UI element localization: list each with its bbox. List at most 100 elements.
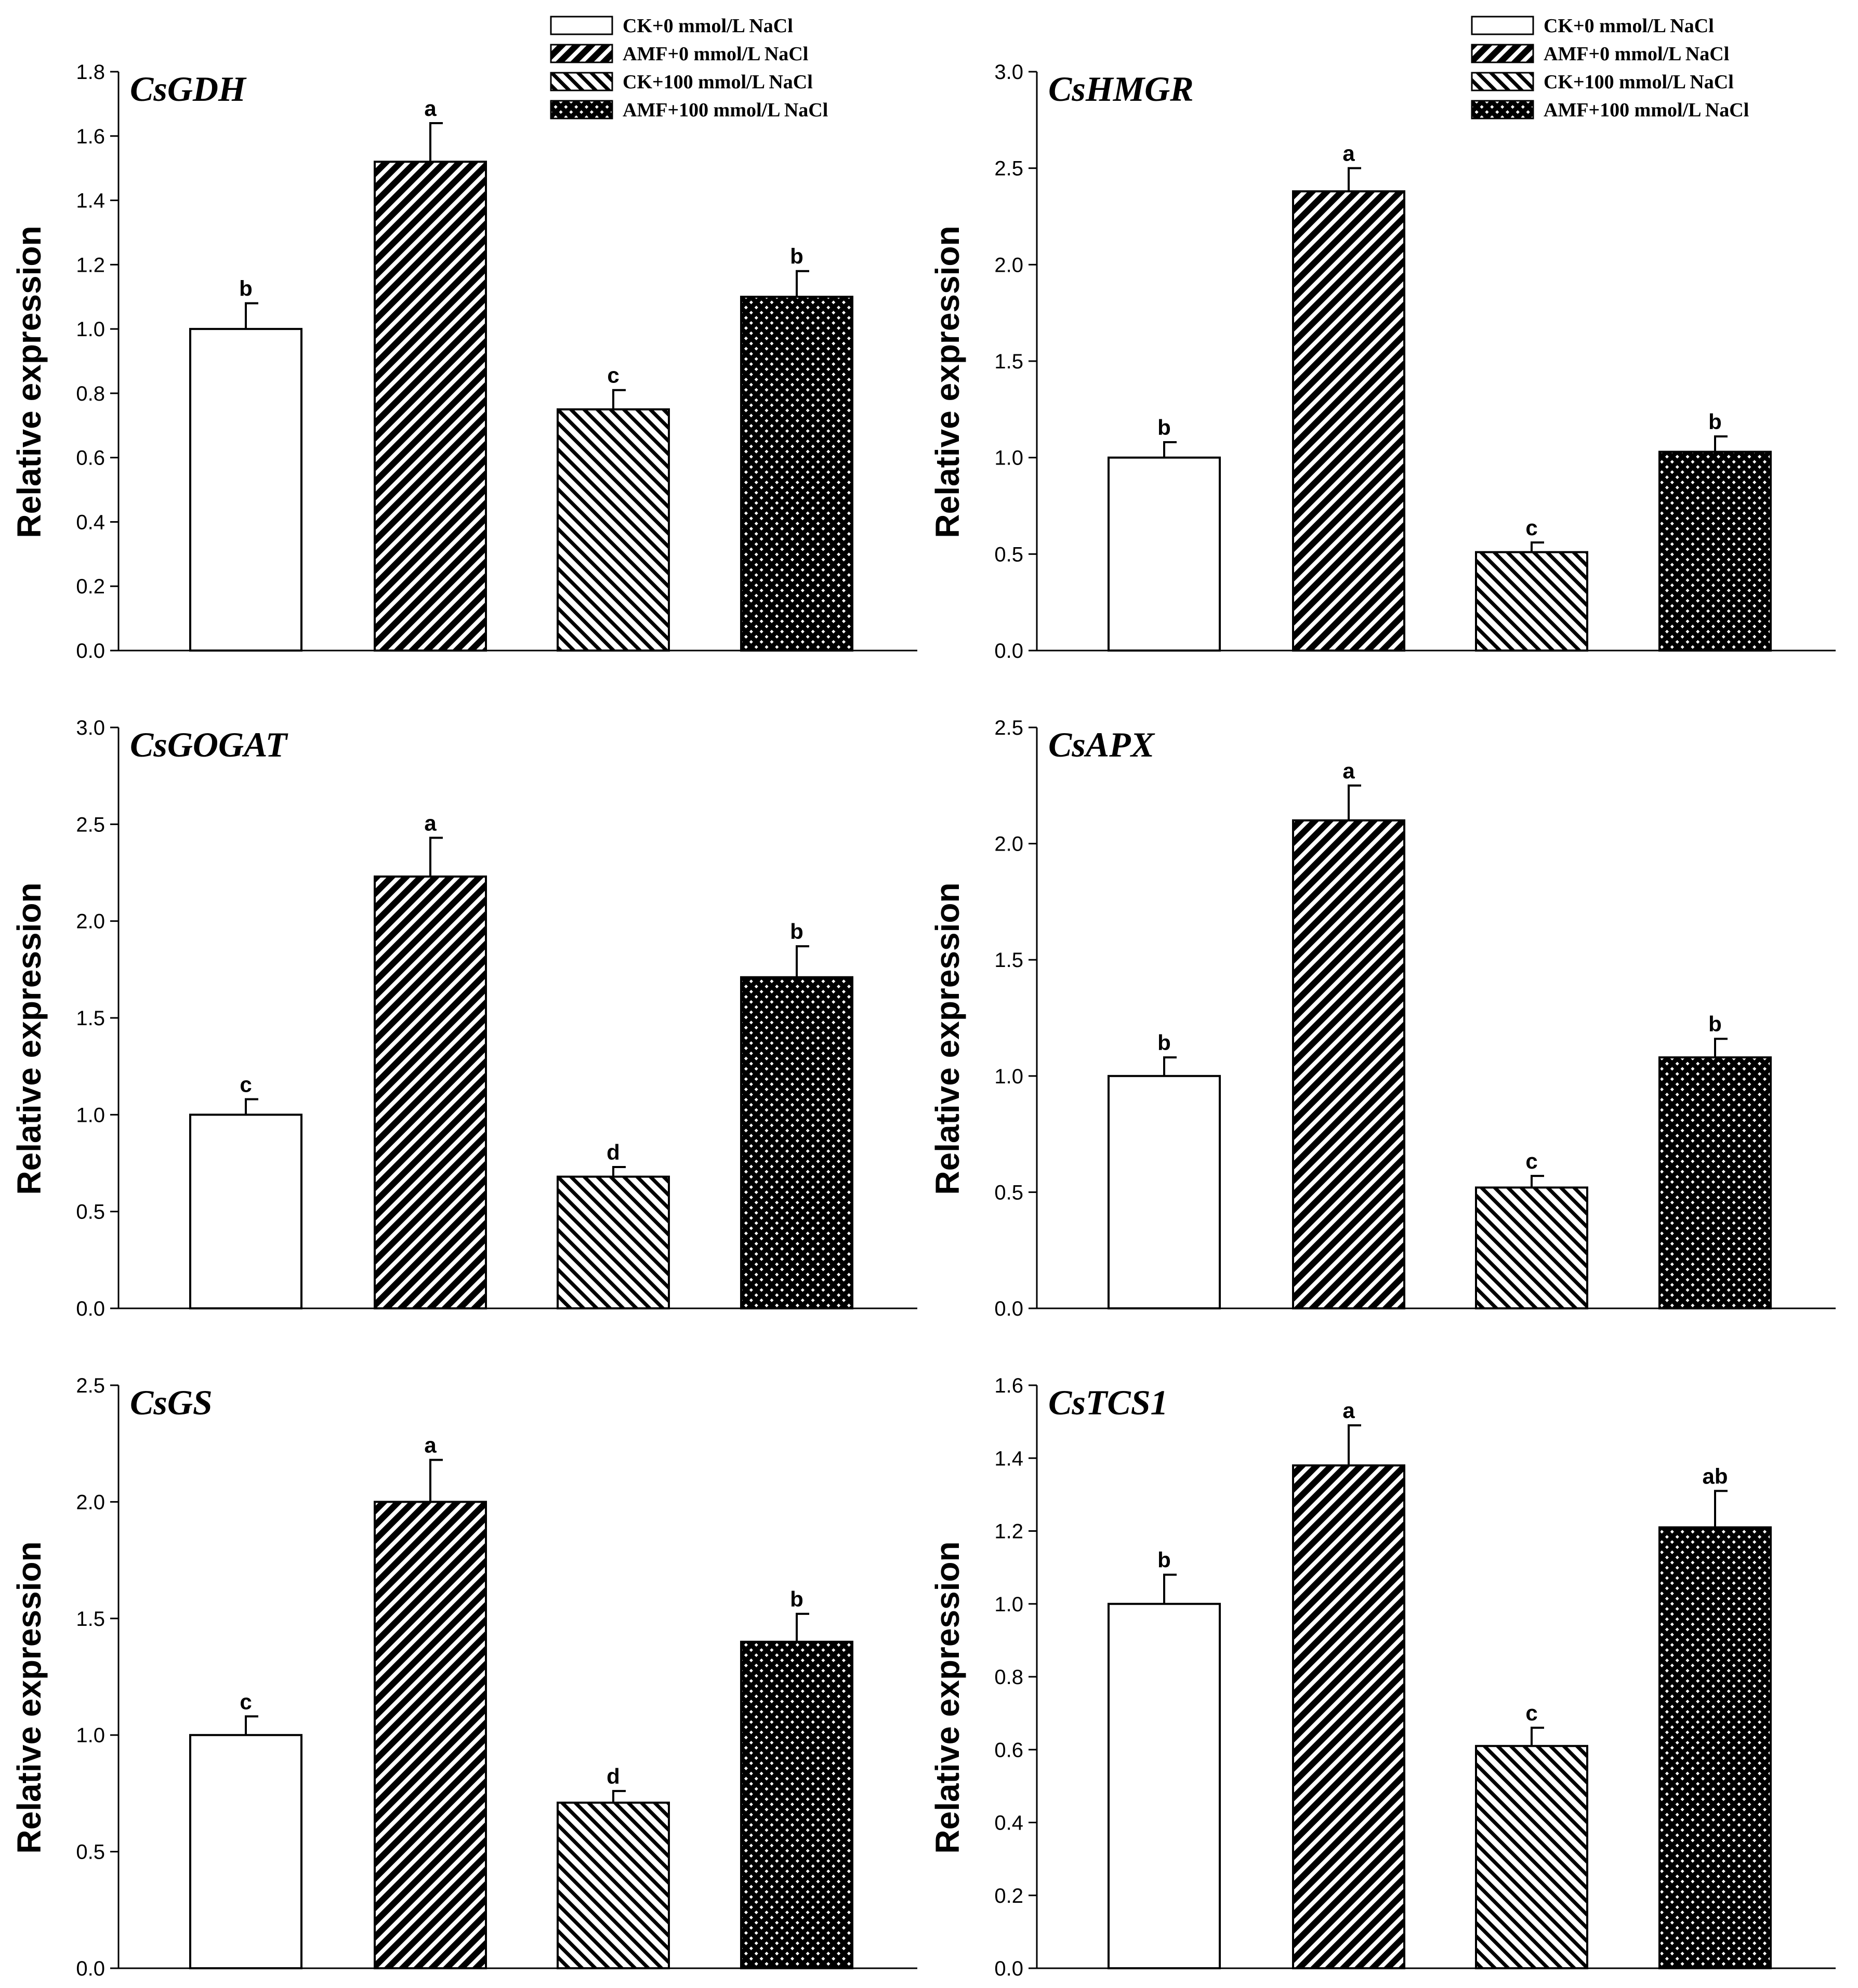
legend-2-item-1: AMF+0 mmol/L NaCl	[1471, 43, 1729, 65]
panel-5-bar-1	[374, 1501, 487, 1969]
panel-1-title: CsGDH	[130, 69, 247, 109]
panel-1-tick-label-6: 1.2	[76, 254, 105, 276]
panel-3-tick-label-5: 2.5	[76, 813, 105, 836]
panel-4-tick-label-0: 0.0	[994, 1297, 1023, 1320]
panel-4-bar-3	[1658, 1056, 1772, 1310]
panel-3-tick-label-6: 3.0	[76, 717, 105, 739]
panel-1-tick-label-3: 0.6	[76, 447, 105, 470]
panel-1-sig-1: a	[424, 96, 437, 121]
panel-2-tick-label-6: 3.0	[994, 61, 1023, 84]
panel-6-bar-3	[1658, 1526, 1772, 1970]
panel-5: 0.0 0.5 1.0 1.5 2.0 2.5 Relative expression CsG…	[10, 1374, 917, 1980]
panel-2-tick-label-0: 0.0	[994, 640, 1023, 662]
panel-4-tick-label-4: 2.0	[994, 833, 1023, 856]
panel-5-tick-label-4: 2.0	[76, 1491, 105, 1514]
panel-1-bar-3	[740, 296, 853, 652]
legend-1-swatch-1	[550, 44, 613, 63]
panel-1-tick-label-7: 1.4	[76, 190, 105, 213]
panel-6-tick-label-3: 0.6	[994, 1739, 1023, 1761]
panel-2-tick-label-3: 1.5	[994, 350, 1023, 373]
panel-4-tick-label-3: 1.5	[994, 949, 1023, 972]
legend-1-item-3: AMF+100 mmol/L NaCl	[550, 99, 828, 121]
panel-1-bar-2	[557, 408, 670, 652]
panel-5-sig-0: c	[240, 1689, 252, 1714]
panel-6-sig-3: ab	[1702, 1464, 1728, 1488]
panel-2-title: CsHMGR	[1048, 69, 1194, 109]
panel-2-tick-label-4: 2.0	[994, 254, 1023, 276]
panel-2-bar-0	[1108, 456, 1221, 652]
panel-5-tick-label-2: 1.0	[76, 1724, 105, 1747]
panel-1-tick-label-0: 0.0	[76, 640, 105, 662]
legend-1-swatch-3	[550, 100, 613, 120]
panel-6-tick-label-1: 0.2	[994, 1885, 1023, 1907]
panel-4-sig-3: b	[1708, 1012, 1722, 1036]
panel-1-bar-0	[189, 328, 302, 652]
legend-1-item-0: CK+0 mmol/L NaCl	[550, 15, 793, 37]
legend-2-item-0: CK+0 mmol/L NaCl	[1471, 15, 1714, 37]
legend-2-swatch-2	[1471, 72, 1534, 91]
panel-2-bar-3	[1658, 450, 1772, 652]
panel-4-ylabel: Relative expression	[929, 882, 966, 1195]
panel-5-tick-label-1: 0.5	[76, 1841, 105, 1864]
legend-1-label-1: AMF+0 mmol/L NaCl	[623, 43, 808, 65]
legend-1-item-2: CK+100 mmol/L NaCl	[550, 71, 813, 93]
panel-6-sig-2: c	[1525, 1701, 1537, 1725]
panel-4-bar-1	[1292, 819, 1405, 1309]
panel-1-sig-0: b	[239, 276, 253, 301]
panel-3-sig-3: b	[790, 919, 803, 944]
panel-2-tick-label-1: 0.5	[994, 543, 1023, 566]
panel-4-tick-label-5: 2.5	[994, 717, 1023, 739]
panel-4-sig-2: c	[1525, 1149, 1537, 1173]
panel-6: 0.0 0.2 0.4 0.6 0.8 1.0 1.2 1.4 1.6 Relative expr…	[929, 1374, 1836, 1980]
panel-1-tick-label-1: 0.2	[76, 575, 105, 598]
legend-1-swatch-2	[550, 72, 613, 91]
panel-6-bar-0	[1108, 1602, 1221, 1969]
panel-6-title: CsTCS1	[1048, 1383, 1168, 1422]
panel-3: 0.0 0.5 1.0 1.5 2.0 2.5 3.0 Relative expression…	[10, 717, 917, 1320]
panel-4: 0.0 0.5 1.0 1.5 2.0 2.5 Relative expression CsA…	[929, 717, 1836, 1320]
panel-6-tick-label-5: 1.0	[994, 1593, 1023, 1616]
panel-3-tick-label-3: 1.5	[76, 1007, 105, 1030]
legend-2-label-2: CK+100 mmol/L NaCl	[1544, 71, 1734, 93]
panel-6-bar-2	[1475, 1745, 1588, 1970]
panel-4-sig-0: b	[1157, 1030, 1171, 1055]
panel-2-ylabel: Relative expression	[929, 226, 966, 538]
panel-2-bar-1	[1292, 190, 1405, 652]
panel-5-bar-2	[557, 1801, 670, 1970]
panel-5-ylabel: Relative expression	[10, 1541, 48, 1853]
panel-3-ylabel: Relative expression	[10, 882, 48, 1195]
panel-1: 0.0 0.2 0.4 0.6 0.8 1.0 1.2 1.4 1.6 1.8 Relative e…	[10, 61, 917, 662]
legend-2-label-0: CK+0 mmol/L NaCl	[1544, 15, 1714, 37]
panel-6-bar-1	[1292, 1464, 1405, 1969]
legend-2-label-1: AMF+0 mmol/L NaCl	[1544, 43, 1729, 65]
panel-4-bar-2	[1475, 1186, 1588, 1310]
panel-5-bar-0	[189, 1734, 302, 1969]
panel-4-sig-1: a	[1342, 759, 1355, 783]
legend-1-label-3: AMF+100 mmol/L NaCl	[623, 99, 828, 121]
panel-1-bar-1	[374, 161, 487, 652]
panel-3-title: CsGOGAT	[130, 725, 288, 764]
legend-2: CK+0 mmol/L NaCl AMF+0 mmol/L NaCl CK+10…	[1471, 15, 1749, 121]
panel-3-bar-0	[189, 1114, 302, 1309]
panel-5-bar-3	[740, 1640, 853, 1969]
panel-6-tick-label-6: 1.2	[994, 1520, 1023, 1543]
panel-2-bar-2	[1475, 551, 1588, 652]
panel-1-sig-3: b	[790, 244, 803, 269]
legend-1-label-2: CK+100 mmol/L NaCl	[623, 71, 813, 93]
panel-4-tick-label-2: 1.0	[994, 1065, 1023, 1088]
legend-2-swatch-3	[1471, 100, 1534, 120]
panel-2-sig-1: a	[1342, 141, 1355, 166]
panel-4-tick-label-1: 0.5	[994, 1181, 1023, 1204]
panel-5-sig-1: a	[424, 1433, 437, 1457]
legend-2-item-3: AMF+100 mmol/L NaCl	[1471, 99, 1749, 121]
panel-3-tick-label-2: 1.0	[76, 1104, 105, 1126]
panel-2-tick-label-5: 2.5	[994, 157, 1023, 180]
panel-5-sig-3: b	[790, 1587, 803, 1611]
panel-2-sig-2: c	[1525, 515, 1537, 540]
panel-6-sig-0: b	[1157, 1548, 1171, 1572]
panel-6-tick-label-4: 0.8	[994, 1666, 1023, 1689]
panel-3-bar-2	[557, 1175, 670, 1309]
panel-5-tick-label-0: 0.0	[76, 1957, 105, 1980]
panel-3-sig-0: c	[240, 1072, 252, 1097]
